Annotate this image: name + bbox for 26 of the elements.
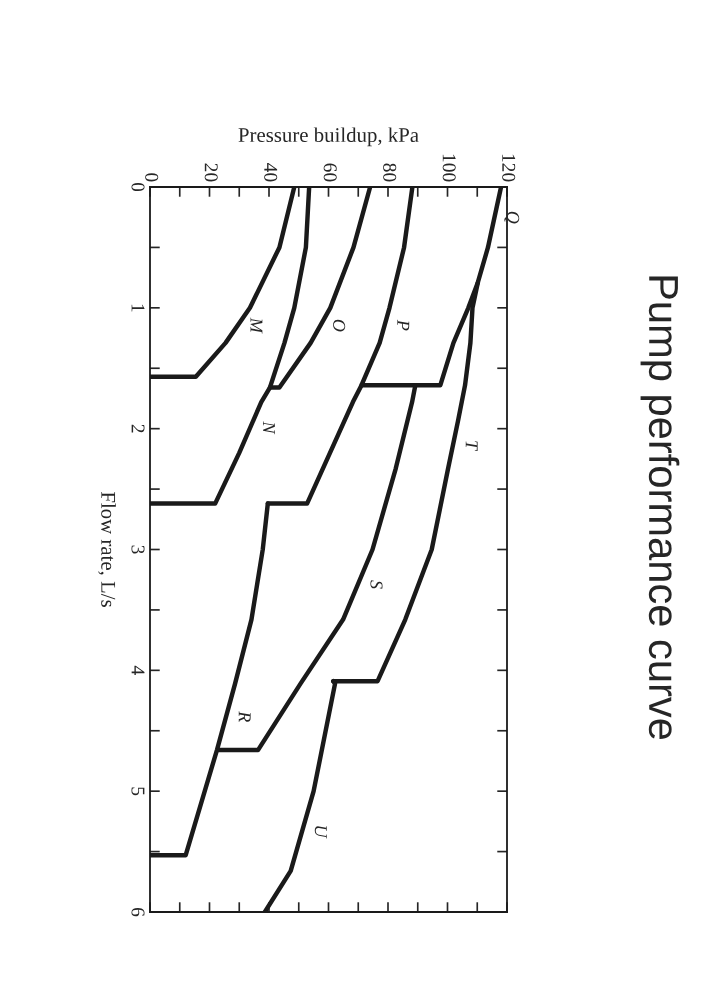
text: Q — [504, 211, 520, 224]
text: N — [263, 421, 275, 435]
text: U — [314, 826, 327, 839]
text: T — [465, 441, 478, 452]
x-tick-label: 20 — [204, 163, 218, 182]
y-tick-label: 2 — [131, 424, 145, 433]
y-tick-label: 4 — [131, 665, 145, 675]
x-tick-label: 80 — [383, 163, 397, 182]
x-tick-label: 0 — [145, 173, 159, 182]
y-tick-label: 0 — [131, 182, 145, 192]
x-tick-label: 60 — [323, 163, 337, 182]
y-tick-label: 6 — [131, 907, 145, 917]
y-tick-label: 3 — [131, 545, 145, 554]
text: S — [370, 580, 383, 589]
text: R — [238, 711, 251, 723]
x-tick-label: 40 — [264, 163, 278, 182]
x-axis-title: Pressure buildup, kPa — [238, 127, 419, 147]
text: Pump performance curve — [640, 276, 680, 740]
y-tick-label: 5 — [131, 787, 145, 796]
y-axis-title: Flow rate, L/s — [98, 491, 116, 607]
x-tick-label: 120 — [502, 154, 516, 182]
x-tick-label: 100 — [442, 154, 456, 182]
text: P — [397, 319, 410, 331]
text: O — [333, 319, 346, 332]
y-tick-label: 1 — [131, 304, 145, 312]
text: M — [250, 317, 263, 334]
